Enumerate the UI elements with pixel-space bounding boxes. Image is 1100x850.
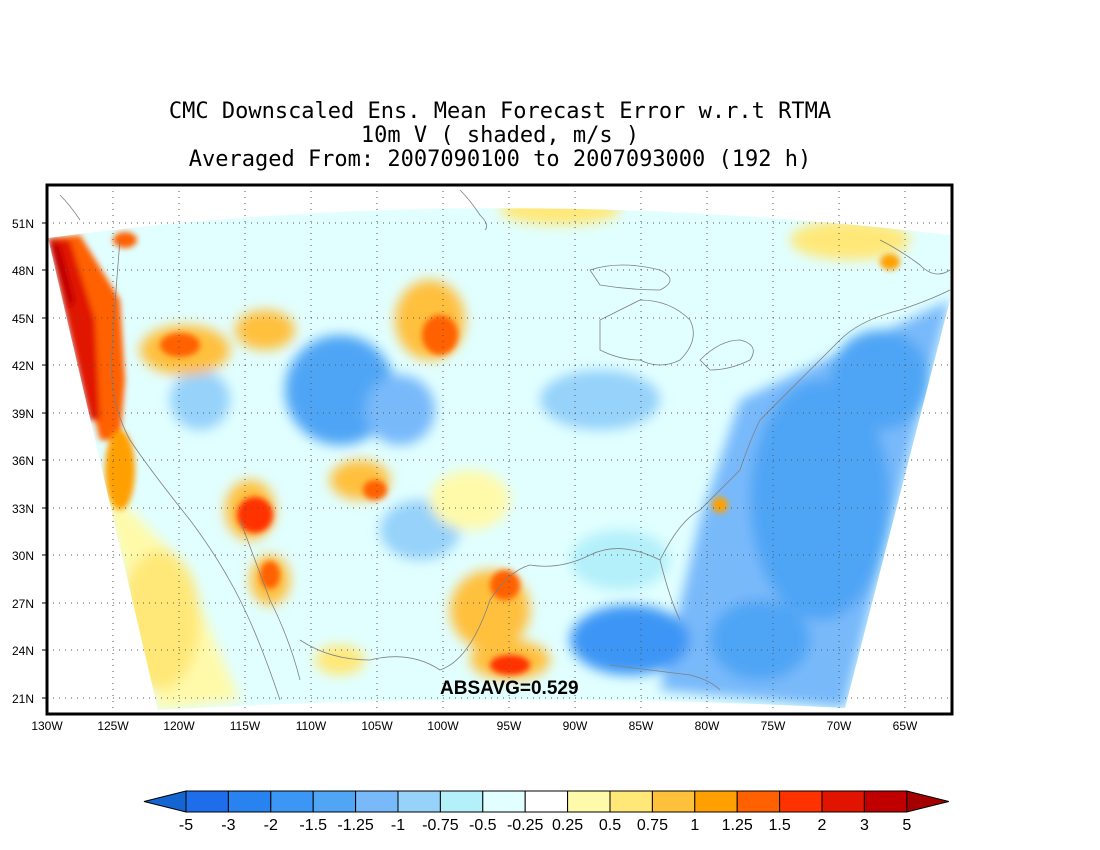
colorbar-label: 0.75	[637, 817, 668, 834]
colorbar-label: 0.25	[552, 817, 583, 834]
lat-label: 48N	[12, 264, 34, 278]
colorbar-label: -0.75	[422, 817, 459, 834]
lat-label: 27N	[12, 597, 34, 611]
colorbar-label: -1	[391, 817, 405, 834]
colorbar-label: 1	[690, 817, 699, 834]
colorbar-box	[609, 790, 653, 813]
shaded-field	[48, 208, 950, 710]
lat-label: 51N	[12, 217, 34, 231]
lon-label: 65W	[893, 719, 918, 733]
colorbar-box	[482, 790, 526, 813]
title-line-1: CMC Downscaled Ens. Mean Forecast Error …	[168, 99, 832, 124]
lon-label: 70W	[827, 719, 852, 733]
map-grid	[47, 185, 952, 714]
colorbar-box	[185, 790, 229, 813]
colorbar-box	[439, 790, 484, 813]
coastlines	[59, 189, 951, 701]
colorbar-box	[312, 790, 357, 813]
colorbar-label: -2	[264, 817, 278, 834]
colorbar-box	[863, 790, 908, 813]
lat-label: 45N	[12, 312, 34, 326]
lon-label: 75W	[761, 719, 786, 733]
forecast-error-map: ABSAVG=0.529 51N 48N 45N 42N 39N 36N 33N…	[12, 183, 954, 733]
lat-label: 24N	[12, 644, 34, 658]
colorbar-label: -3	[221, 817, 235, 834]
colorbar-over-arrow	[906, 790, 949, 813]
lat-label: 39N	[12, 407, 34, 421]
colorbar-label: 0.5	[599, 817, 621, 834]
colorbar-box	[397, 790, 441, 813]
colorbar-label: 3	[860, 817, 869, 834]
colorbar-label: -1.5	[299, 817, 327, 834]
colorbar-boxes	[143, 790, 949, 813]
map-field: ABSAVG=0.529	[47, 185, 952, 714]
lon-label: 120W	[163, 719, 195, 733]
colorbar-box	[736, 790, 781, 813]
colorbar-under-arrow	[143, 790, 187, 813]
colorbar-box	[779, 790, 823, 813]
lon-label: 95W	[497, 719, 522, 733]
lon-label: 115W	[230, 719, 261, 733]
lon-label: 125W	[97, 719, 129, 733]
map-title: CMC Downscaled Ens. Mean Forecast Error …	[0, 100, 1000, 172]
title-line-3: Averaged From: 2007090100 to 2007093000 …	[188, 147, 812, 172]
lat-label: 21N	[12, 692, 34, 706]
lat-label: 36N	[12, 454, 34, 468]
colorbar-labels: -5 -3 -2 -1.5 -1.25 -1 -0.75 -0.5 -0.25 0.25 0.5 0.…	[179, 817, 911, 834]
colorbar-label: 2	[818, 817, 827, 834]
colorbar-box	[694, 790, 738, 813]
colorbar-box	[227, 790, 272, 813]
title-line-2: 10m V ( shaded, m/s )	[360, 123, 640, 148]
colorbar-label: -0.25	[507, 817, 544, 834]
colorbar-label: -0.5	[469, 817, 497, 834]
lon-label: 80W	[695, 719, 720, 733]
lon-label: 85W	[629, 719, 654, 733]
colorbar-box	[821, 790, 865, 813]
lon-label: 100W	[427, 719, 459, 733]
colorbar-box	[524, 790, 569, 813]
absavg-annotation: ABSAVG=0.529	[440, 678, 579, 699]
lon-axis: 130W 125W 120W 115W 110W 105W 100W 95W 9…	[31, 719, 918, 733]
colorbar-box	[651, 790, 696, 813]
lat-label: 42N	[12, 359, 34, 373]
colorbar-label: -5	[179, 817, 193, 834]
colorbar-label: 1.25	[722, 817, 753, 834]
lon-label: 110W	[296, 719, 327, 733]
lon-label: 90W	[563, 719, 588, 733]
lat-axis: 51N 48N 45N 42N 39N 36N 33N 30N 27N 24N …	[12, 217, 47, 706]
colorbar-box	[567, 790, 611, 813]
lon-label: 105W	[361, 719, 393, 733]
colorbar-box	[270, 790, 314, 813]
lat-label: 33N	[12, 502, 34, 516]
map-frame	[45, 183, 954, 716]
colorbar-label: 5	[902, 817, 911, 834]
colorbar-box	[355, 790, 399, 813]
colorbar-label: 1.5	[768, 817, 790, 834]
lon-label: 130W	[31, 719, 63, 733]
colorbar-label: -1.25	[337, 817, 374, 834]
lat-label: 30N	[12, 549, 34, 563]
